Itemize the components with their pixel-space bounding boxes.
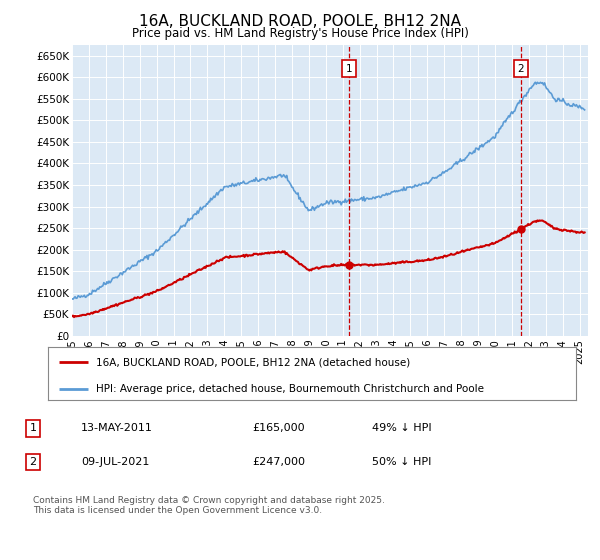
Text: £165,000: £165,000 <box>252 423 305 433</box>
Text: £247,000: £247,000 <box>252 457 305 467</box>
Text: HPI: Average price, detached house, Bournemouth Christchurch and Poole: HPI: Average price, detached house, Bour… <box>95 384 484 394</box>
Text: 16A, BUCKLAND ROAD, POOLE, BH12 2NA (detached house): 16A, BUCKLAND ROAD, POOLE, BH12 2NA (det… <box>95 357 410 367</box>
Text: 1: 1 <box>29 423 37 433</box>
Text: 09-JUL-2021: 09-JUL-2021 <box>81 457 149 467</box>
Text: 1: 1 <box>346 63 352 73</box>
Text: Price paid vs. HM Land Registry's House Price Index (HPI): Price paid vs. HM Land Registry's House … <box>131 27 469 40</box>
Text: 16A, BUCKLAND ROAD, POOLE, BH12 2NA: 16A, BUCKLAND ROAD, POOLE, BH12 2NA <box>139 14 461 29</box>
Text: Contains HM Land Registry data © Crown copyright and database right 2025.
This d: Contains HM Land Registry data © Crown c… <box>33 496 385 515</box>
Text: 50% ↓ HPI: 50% ↓ HPI <box>372 457 431 467</box>
Text: 49% ↓ HPI: 49% ↓ HPI <box>372 423 431 433</box>
Text: 2: 2 <box>517 63 524 73</box>
Text: 2: 2 <box>29 457 37 467</box>
Text: 13-MAY-2011: 13-MAY-2011 <box>81 423 153 433</box>
